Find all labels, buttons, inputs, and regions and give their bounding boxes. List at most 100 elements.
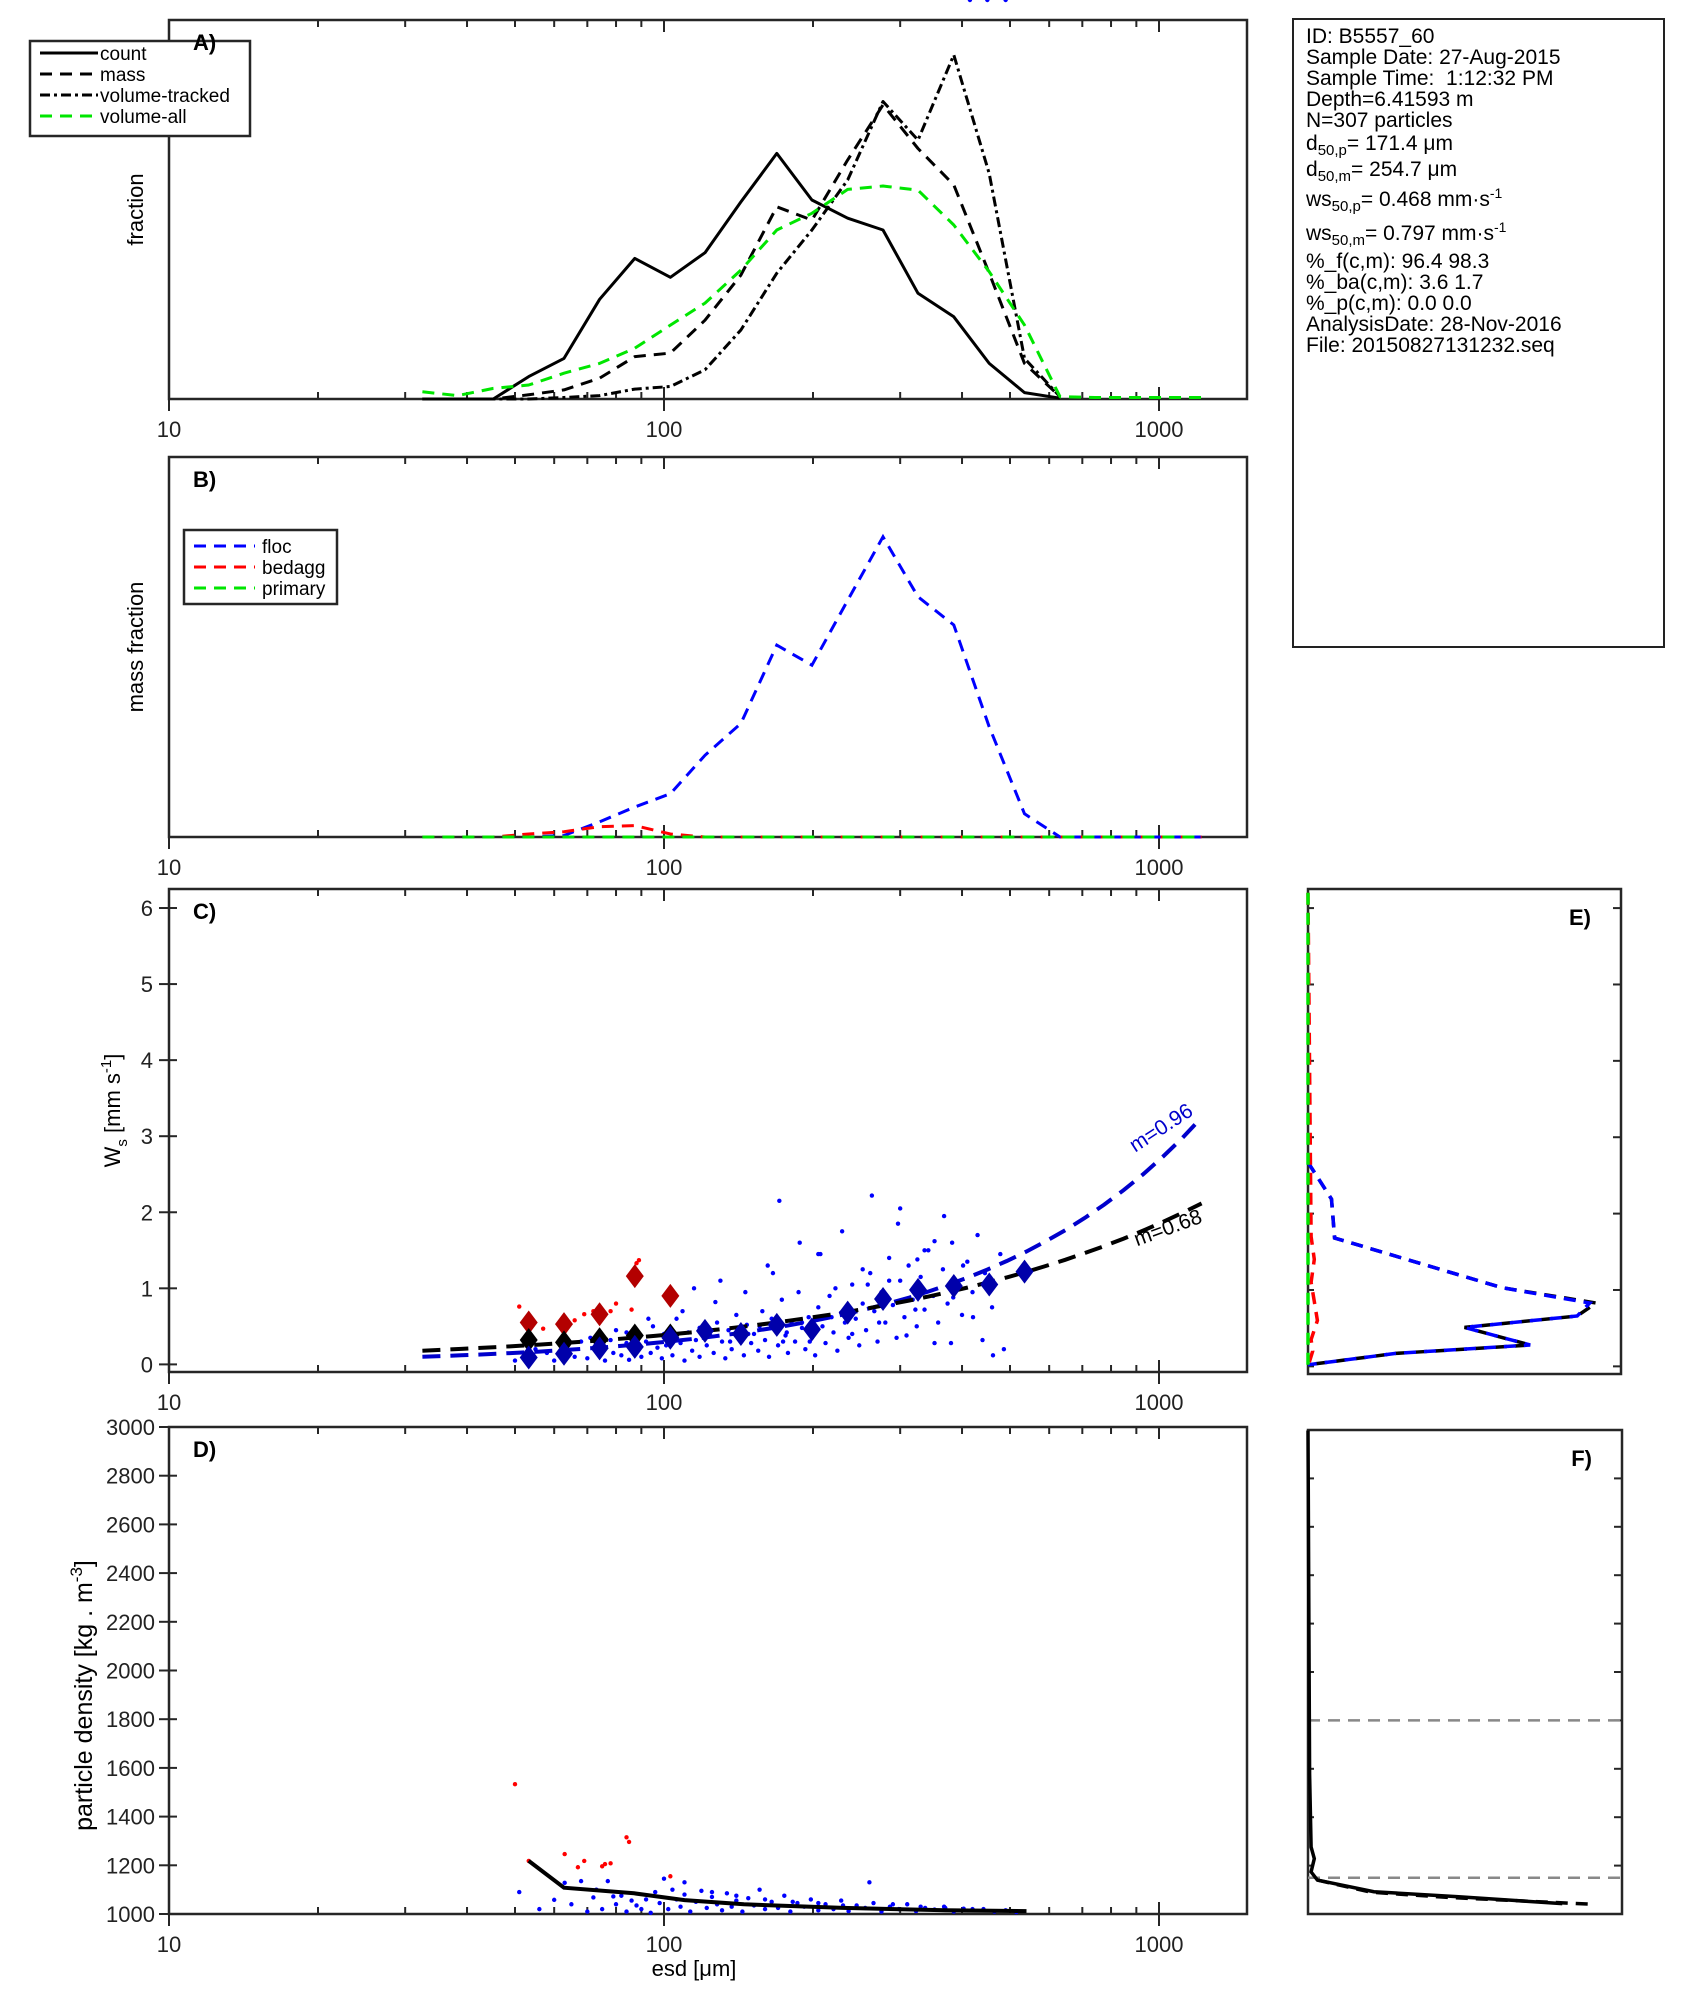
particle-floc xyxy=(906,1263,911,1268)
particle-floc xyxy=(650,1324,656,1329)
particle-floc xyxy=(941,1213,947,1219)
axes-box xyxy=(1306,887,1623,1376)
particle-floc xyxy=(790,1899,795,1905)
particle-floc xyxy=(714,1320,720,1325)
particle-floc xyxy=(512,1358,518,1363)
particle-floc xyxy=(688,1909,693,1914)
particle-floc xyxy=(895,1221,901,1226)
particle-bedagg xyxy=(636,1257,642,1263)
particle-floc xyxy=(838,1898,844,1903)
particle-floc xyxy=(591,1895,596,1900)
particle-floc xyxy=(897,1206,903,1211)
legend-box xyxy=(182,528,339,606)
particle-floc xyxy=(634,1903,639,1908)
particle-bedagg xyxy=(575,1865,581,1870)
binned-mean-all xyxy=(519,1328,538,1353)
particle-floc xyxy=(661,1876,667,1881)
particle-bedagg xyxy=(608,1861,613,1866)
particle-floc xyxy=(724,1891,730,1896)
particle-floc xyxy=(886,1278,892,1283)
legend-label-floc: floc xyxy=(262,537,292,558)
particle-floc xyxy=(799,1325,805,1331)
particle-floc xyxy=(757,1887,762,1892)
particle-floc xyxy=(613,1902,619,1907)
x-axis-label: esd [μm] xyxy=(652,1956,737,1981)
info-id: ID: B5557_60 xyxy=(1306,25,1435,48)
particle-floc xyxy=(932,1340,937,1346)
particle-bedagg xyxy=(582,1311,587,1317)
y-tick-label: 1200 xyxy=(106,1853,155,1878)
particle-floc xyxy=(827,1293,832,1299)
binned-mean-floc xyxy=(554,1341,573,1366)
particle-floc xyxy=(1003,0,1008,3)
particle-floc xyxy=(782,1893,787,1898)
info-d50m: d50,m= 254.7 μm xyxy=(1306,158,1458,185)
particle-floc xyxy=(727,1339,733,1344)
particle-floc xyxy=(709,1894,715,1900)
particle-floc xyxy=(551,1897,557,1903)
panel-f: F) xyxy=(1306,1428,1624,1916)
info-file: File: 20150827131232.seq xyxy=(1306,334,1555,357)
x-tick-label: 10 xyxy=(157,855,181,880)
particle-floc xyxy=(970,1315,976,1320)
particle-floc xyxy=(922,1248,927,1253)
legend-label-primary: primary xyxy=(262,579,326,600)
particle-bedagg xyxy=(512,1782,518,1787)
binned-mean-floc xyxy=(590,1336,609,1361)
particle-floc xyxy=(860,1267,865,1272)
particle-floc xyxy=(935,1320,941,1325)
binned-mean-floc xyxy=(874,1286,893,1311)
particle-floc xyxy=(629,1898,634,1903)
particle-floc xyxy=(626,1357,632,1363)
fit-annotation: m=0.96 xyxy=(1125,1099,1197,1157)
y-tick-label: 0 xyxy=(141,1352,153,1377)
y-axis-label: fraction xyxy=(123,173,148,245)
x-tick-label: 1000 xyxy=(1135,855,1184,880)
legend-label-volume-tracked: volume-tracked xyxy=(100,86,230,107)
particle-floc xyxy=(734,1893,739,1898)
particle-floc xyxy=(820,1324,825,1329)
particle-floc xyxy=(940,1267,946,1272)
particle-floc xyxy=(918,1274,923,1280)
particle-floc xyxy=(980,1337,985,1343)
fit-annotation: m=0.68 xyxy=(1131,1205,1205,1251)
particle-floc xyxy=(659,1356,665,1361)
particle-floc xyxy=(779,1297,785,1302)
y-axis-label: Ws [mm s-1] xyxy=(98,1054,131,1168)
axes-box xyxy=(1306,1428,1624,1916)
particle-floc xyxy=(806,1315,811,1320)
y-tick-label: 3000 xyxy=(106,1415,155,1440)
particle-floc xyxy=(850,1282,855,1287)
profile-bedagg xyxy=(1306,892,1320,1367)
particle-floc xyxy=(775,1343,781,1348)
binned-mean-bedagg xyxy=(519,1310,538,1335)
particle-floc xyxy=(697,1354,702,1359)
panel-label: A) xyxy=(193,30,216,55)
panel-label: F) xyxy=(1571,1446,1592,1471)
binned-mean-floc xyxy=(731,1321,750,1346)
y-tick-label: 6 xyxy=(141,896,153,921)
binned-mean-floc xyxy=(909,1277,928,1302)
particle-floc xyxy=(890,1902,896,1907)
particle-floc xyxy=(682,1880,687,1885)
particle-floc xyxy=(729,1904,734,1909)
x-tick-label: 10 xyxy=(157,1932,181,1957)
particle-floc xyxy=(876,1320,882,1325)
series-mass xyxy=(422,103,1062,401)
particle-floc xyxy=(807,1339,812,1344)
y-tick-label: 5 xyxy=(141,972,153,997)
particle-floc xyxy=(816,1908,821,1913)
particle-bedagg xyxy=(629,1307,634,1312)
particle-floc xyxy=(678,1904,683,1909)
binned-mean-floc xyxy=(695,1318,714,1343)
particle-floc xyxy=(853,1316,858,1321)
x-tick-label: 100 xyxy=(646,1932,683,1957)
legend-box xyxy=(28,39,252,138)
info-pct-floc: %_f(c,m): 96.4 98.3 xyxy=(1306,250,1490,273)
particle-floc xyxy=(948,1340,954,1346)
series-count xyxy=(422,151,1061,401)
particle-floc xyxy=(608,1337,613,1343)
particle-floc xyxy=(816,1305,821,1310)
